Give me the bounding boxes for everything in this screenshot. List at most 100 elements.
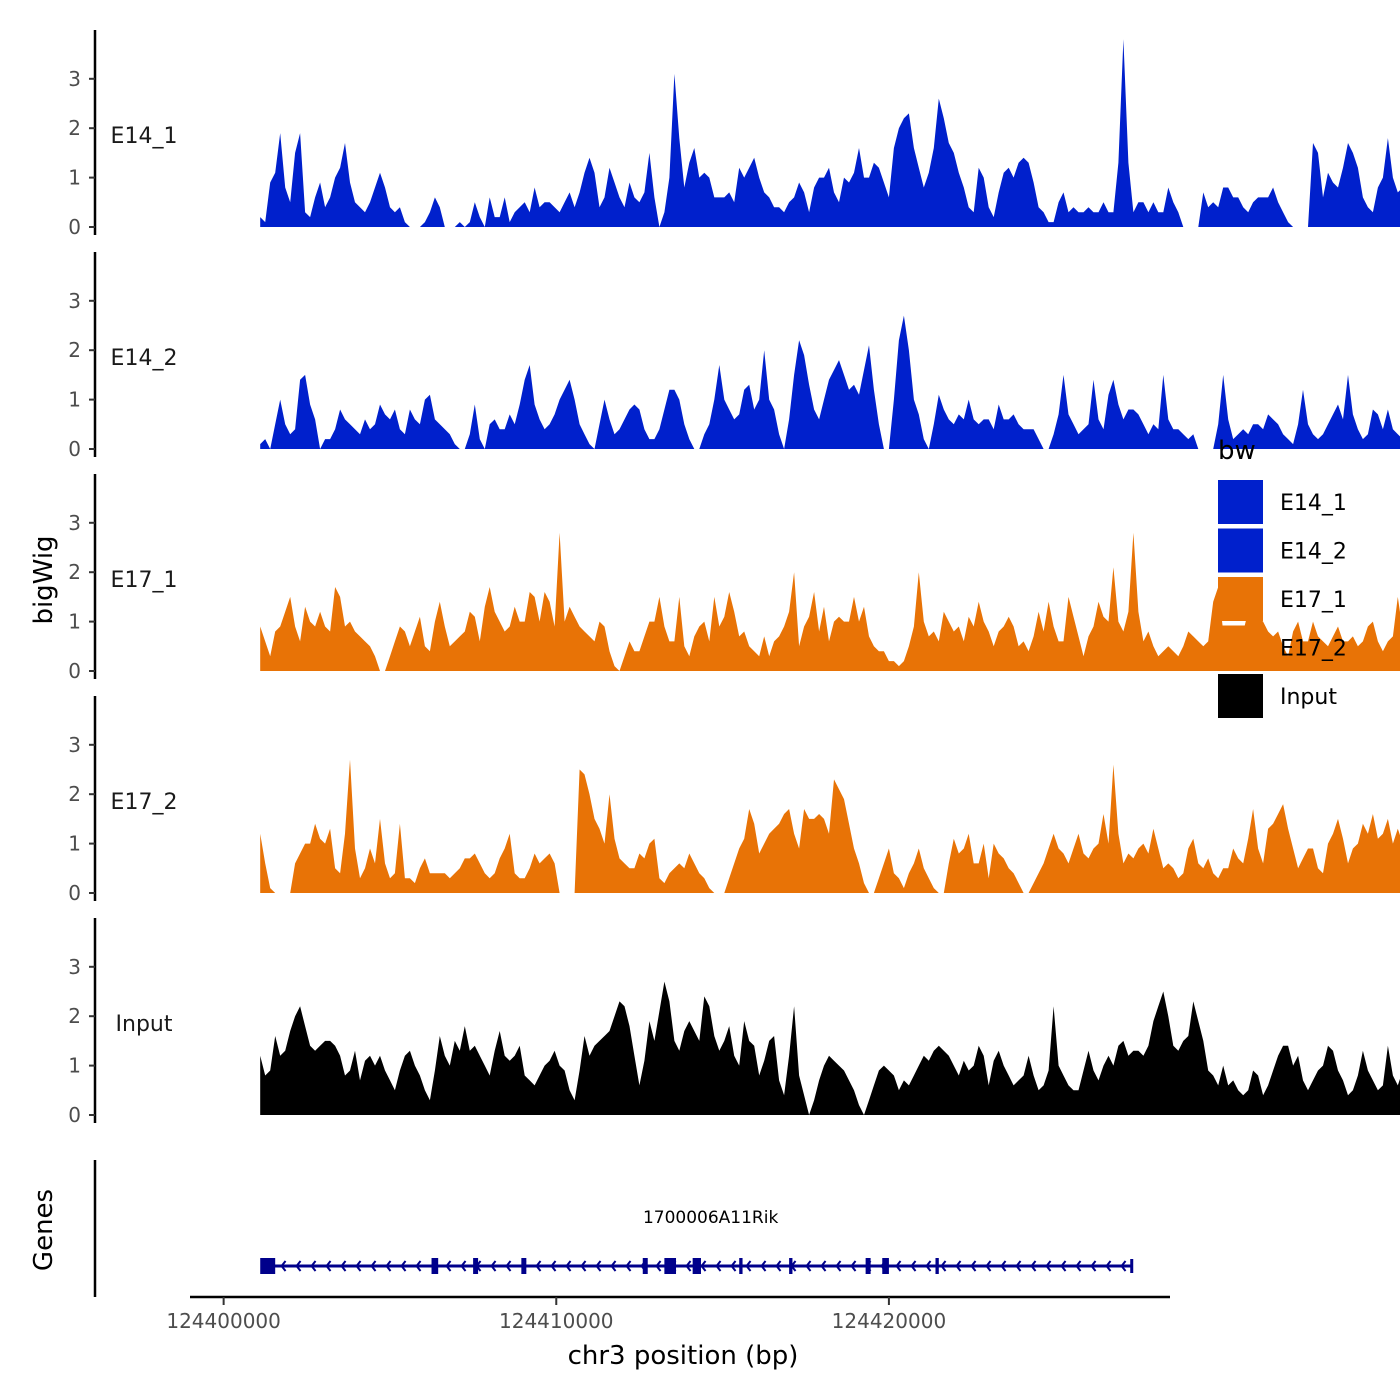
y-tick-label: 3 (68, 511, 81, 535)
y-axis-title: bigWig (29, 535, 59, 624)
track-E17_1: 0 1 2 3 E17_1 (68, 474, 1400, 683)
coverage-area-E14_2 (260, 315, 1400, 449)
track-label-E17_1: E17_1 (111, 568, 178, 593)
strand-arrow (310, 1260, 317, 1272)
strand-arrow (1120, 1260, 1127, 1272)
strand-arrow (445, 1260, 452, 1272)
y-tick-label: 3 (68, 955, 81, 979)
coverage-area-E17_2 (260, 759, 1400, 893)
strand-arrow (415, 1260, 422, 1272)
strand-arrow (505, 1260, 512, 1272)
strand-arrow (745, 1260, 752, 1272)
strand-arrow (460, 1260, 467, 1272)
legend-swatch-Input (1218, 674, 1263, 718)
strand-arrow (280, 1260, 287, 1272)
coverage-area-E14_1 (260, 39, 1400, 227)
y-tick-label: 1 (68, 832, 81, 856)
legend-label-E14_1: E14_1 (1280, 491, 1347, 516)
gene-exon (431, 1258, 439, 1274)
track-Input: 0 1 2 3 Input (68, 918, 1400, 1127)
strand-arrow (325, 1260, 332, 1272)
y-tick-label: 0 (68, 437, 81, 461)
y-tick-label: 2 (68, 1004, 81, 1028)
strand-arrow (895, 1260, 902, 1272)
y-tick-label: 2 (68, 338, 81, 362)
y-tick-label: 0 (68, 659, 81, 683)
strand-arrow (730, 1260, 737, 1272)
strand-arrow (595, 1260, 602, 1272)
legend-swatch-E14_1 (1218, 480, 1263, 524)
strand-arrow (805, 1260, 812, 1272)
strand-arrow (490, 1260, 497, 1272)
strand-arrow (970, 1260, 977, 1272)
gene-exon (865, 1258, 871, 1274)
y-tick-label: 3 (68, 289, 81, 313)
strand-arrow (925, 1260, 932, 1272)
track-E14_1: 0 1 2 3 E14_1 (68, 30, 1400, 239)
strand-arrow (940, 1260, 947, 1272)
track-label-E14_2: E14_2 (111, 346, 178, 371)
y-tick-label: 0 (68, 1103, 81, 1127)
y-tick-label: 2 (68, 116, 81, 140)
strand-arrow (535, 1260, 542, 1272)
strand-arrow (550, 1260, 557, 1272)
y-tick-label: 1 (68, 1054, 81, 1078)
x-tick-label: 124400000 (166, 1309, 281, 1333)
strand-arrow (835, 1260, 842, 1272)
y-tick-label: 3 (68, 733, 81, 757)
gene-exon (473, 1258, 479, 1274)
track-label-Input: Input (116, 1012, 173, 1037)
y-tick-label: 2 (68, 560, 81, 584)
strand-arrow (385, 1260, 392, 1272)
gene-exon (882, 1258, 889, 1274)
strand-arrow (610, 1260, 617, 1272)
strand-arrow (715, 1260, 722, 1272)
track-E14_2: 0 1 2 3 E14_2 (68, 252, 1400, 461)
legend-swatch-E17_1 (1218, 577, 1263, 621)
gene-exon (521, 1258, 527, 1274)
strand-arrow (400, 1260, 407, 1272)
strand-arrow (1090, 1260, 1097, 1272)
strand-arrow (1105, 1260, 1112, 1272)
legend-swatch-E14_2 (1218, 528, 1263, 573)
genes-axis-title: Genes (29, 1189, 59, 1271)
strand-arrow (1045, 1260, 1052, 1272)
strand-arrow (985, 1260, 992, 1272)
legend-title: bw (1218, 436, 1256, 466)
gene-exon (789, 1258, 793, 1274)
y-tick-label: 0 (68, 215, 81, 239)
coverage-area-E17_1 (260, 532, 1400, 671)
legend-swatch-E17_2 (1218, 625, 1263, 670)
strand-arrow (910, 1260, 917, 1272)
y-tick-label: 3 (68, 67, 81, 91)
track-label-E14_1: E14_1 (111, 124, 178, 149)
gene-label: 1700006A11Rik (643, 1208, 779, 1228)
track-E17_2: 0 1 2 3 E17_2 (68, 696, 1400, 905)
x-tick-label: 124420000 (832, 1309, 947, 1333)
strand-arrow (1015, 1260, 1022, 1272)
strand-arrow (655, 1260, 662, 1272)
gene-exon (692, 1258, 701, 1274)
strand-arrow (760, 1260, 767, 1272)
legend: bw E14_1 E14_2 E17_1 E17_2 Input (1218, 436, 1347, 718)
gene-exon (739, 1258, 743, 1274)
y-tick-label: 1 (68, 388, 81, 412)
y-tick-label: 1 (68, 166, 81, 190)
x-axis-title: chr3 position (bp) (568, 1341, 799, 1371)
y-tick-label: 2 (68, 782, 81, 806)
gene-exon (260, 1258, 276, 1274)
gene-exon (664, 1258, 677, 1274)
gene-exon (935, 1258, 939, 1274)
x-axis: 124400000 124410000 124420000 (166, 1295, 1170, 1333)
legend-label-E14_2: E14_2 (1280, 540, 1347, 565)
coverage-area-Input (260, 981, 1400, 1115)
strand-arrow (1075, 1260, 1082, 1272)
strand-arrow (340, 1260, 347, 1272)
strand-arrow (370, 1260, 377, 1272)
strand-arrow (355, 1260, 362, 1272)
legend-label-E17_1: E17_1 (1280, 588, 1347, 613)
y-tick-label: 1 (68, 610, 81, 634)
strand-arrow (1030, 1260, 1037, 1272)
genes-panel: 1700006A11Rik (93, 1160, 1134, 1297)
